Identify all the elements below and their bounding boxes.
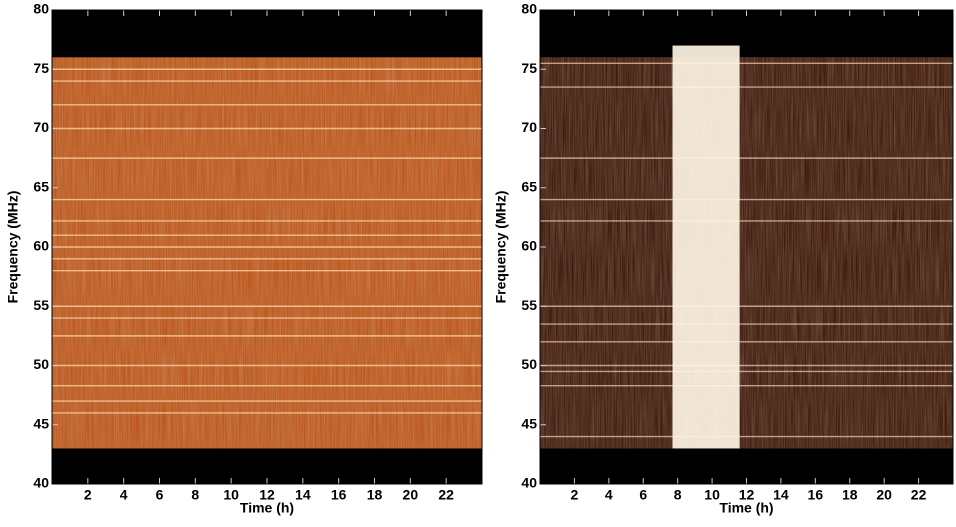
texture <box>52 57 482 449</box>
y-axis-label: Frequency (MHz) <box>493 191 509 304</box>
x-tick-label: 4 <box>120 487 128 503</box>
x-tick-label: 4 <box>605 487 613 503</box>
y-tick-label: 80 <box>33 1 49 17</box>
plot-frame <box>51 9 483 485</box>
x-tick-label: 6 <box>156 487 164 503</box>
x-tick-label: 2 <box>571 487 579 503</box>
y-tick-label: 40 <box>521 475 537 491</box>
y-tick-label: 70 <box>33 119 49 135</box>
y-tick-label: 50 <box>33 356 49 372</box>
texture <box>540 57 953 449</box>
x-tick-label: 22 <box>438 487 454 503</box>
y-tick-label: 45 <box>521 415 537 431</box>
y-tick-label: 50 <box>521 356 537 372</box>
x-tick-label: 6 <box>639 487 647 503</box>
y-axis-label: Frequency (MHz) <box>5 191 21 304</box>
y-tick-label: 55 <box>521 297 537 313</box>
y-tick-label: 80 <box>521 1 537 17</box>
y-tick-label: 60 <box>521 238 537 254</box>
x-tick-label: 10 <box>704 487 720 503</box>
x-tick-label: 2 <box>84 487 92 503</box>
y-tick-label: 60 <box>33 238 49 254</box>
x-tick-label: 12 <box>739 487 755 503</box>
x-tick-label: 14 <box>773 487 789 503</box>
x-tick-label: 14 <box>295 487 311 503</box>
x-axis-label: Time (h) <box>719 500 773 516</box>
x-tick-label: 12 <box>259 487 275 503</box>
x-tick-label: 8 <box>191 487 199 503</box>
y-tick-label: 40 <box>33 475 49 491</box>
y-tick-label: 65 <box>33 178 49 194</box>
x-tick-label: 10 <box>223 487 239 503</box>
x-tick-label: 8 <box>674 487 682 503</box>
y-tick-label: 55 <box>33 297 49 313</box>
plot-frame <box>539 9 954 485</box>
x-tick-label: 16 <box>331 487 347 503</box>
y-tick-label: 45 <box>33 415 49 431</box>
x-tick-label: 18 <box>367 487 383 503</box>
y-tick-label: 75 <box>521 60 537 76</box>
x-tick-label: 20 <box>876 487 892 503</box>
burst <box>672 45 740 449</box>
y-tick-label: 70 <box>521 119 537 135</box>
x-tick-label: 20 <box>403 487 419 503</box>
x-tick-label: 22 <box>911 487 927 503</box>
y-tick-label: 65 <box>521 178 537 194</box>
x-tick-label: 16 <box>808 487 824 503</box>
x-axis-label: Time (h) <box>240 500 294 516</box>
y-tick-label: 75 <box>33 60 49 76</box>
x-tick-label: 18 <box>842 487 858 503</box>
